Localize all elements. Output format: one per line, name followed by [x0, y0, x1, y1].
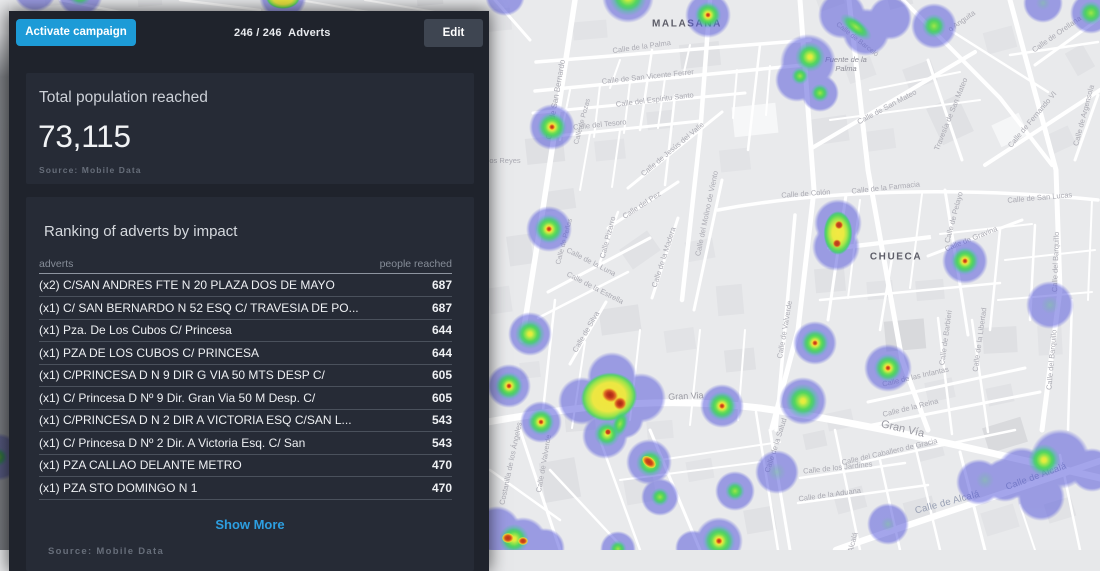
svg-text:Gran Via: Gran Via — [668, 390, 704, 402]
svg-text:Calle de Colón: Calle de Colón — [781, 187, 831, 199]
svg-text:CHUECA: CHUECA — [870, 252, 922, 263]
svg-text:Calle del Barquillo: Calle del Barquillo — [1050, 232, 1061, 293]
svg-text:Fuente de la: Fuente de la — [825, 55, 867, 64]
svg-text:Palma: Palma — [835, 64, 856, 73]
svg-text:os Reyes: os Reyes — [489, 156, 521, 165]
